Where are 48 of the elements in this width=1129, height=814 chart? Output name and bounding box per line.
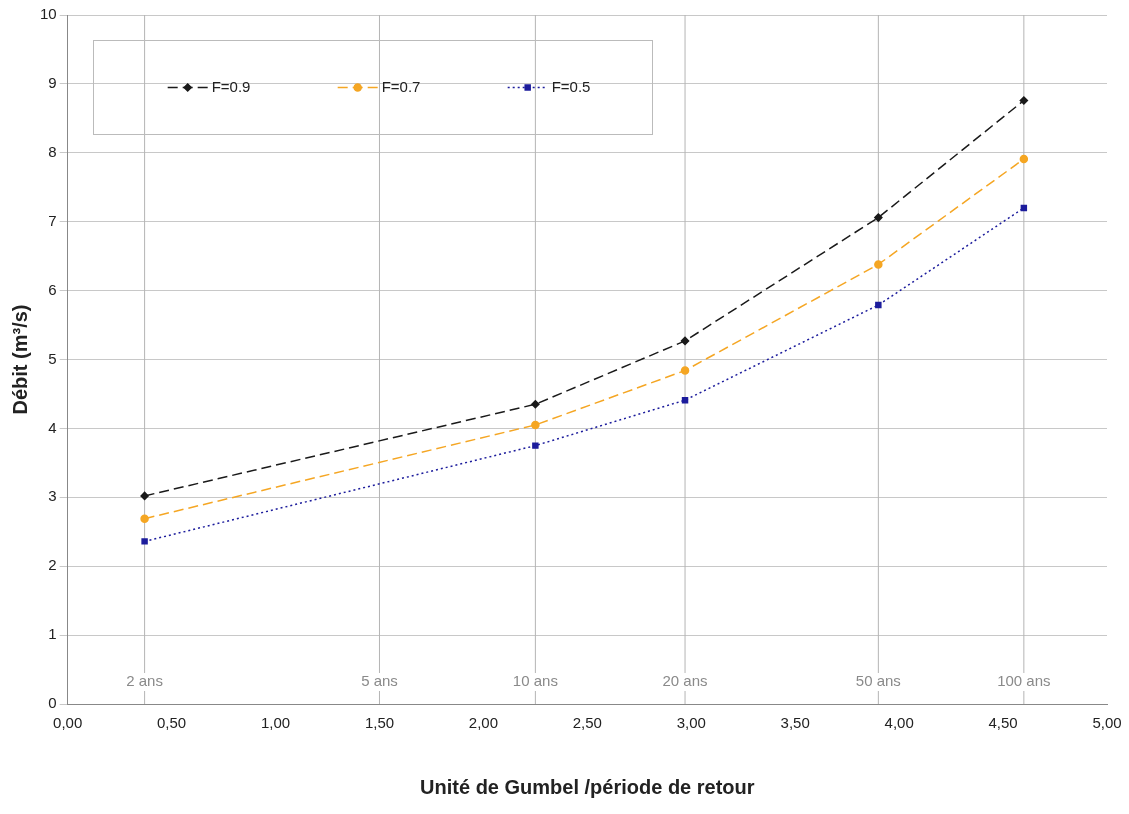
x-tick-label: 1,00 [260,714,291,732]
legend-label: F=0.9 [211,77,251,95]
point [1019,96,1029,105]
point [1019,154,1029,164]
ref-line-label: 10 ans [512,672,558,690]
x-tick-label: 3,50 [780,714,810,732]
x-tick-label: 4,50 [988,714,1018,732]
y-tick-label: 5 [48,349,57,367]
point [532,442,539,449]
y-tick-label: 10 [40,5,57,23]
legend-label: F=0.7 [381,77,421,95]
y-tick-label: 7 [48,211,57,229]
y-tick-label: 2 [48,556,57,574]
ref-line-label: 100 ans [997,672,1051,690]
y-tick-label: 1 [48,625,57,643]
point [531,400,540,409]
point [680,366,690,375]
x-tick-label: 2,50 [572,714,602,732]
x-tick-label: 2,00 [468,714,499,732]
x-tick-label: 4,00 [884,714,914,732]
point [141,538,148,545]
y-tick-label: 4 [48,418,57,436]
y-tick-label: 6 [48,280,57,298]
ref-line-label: 2 ans [126,672,163,690]
x-tick-label: 1,50 [364,714,395,732]
point [875,301,882,309]
y-axis-title: Débit (m³/s) [8,304,31,415]
legend-label: F=0.5 [551,77,591,95]
point [531,420,540,430]
y-tick-label: 8 [48,142,57,160]
y-tick-label: 9 [48,74,57,92]
point [874,213,883,222]
ref-line-label: 50 ans [855,672,901,690]
ref-line-label: 20 ans [662,672,708,690]
x-tick-label: 0,50 [157,714,187,732]
x-axis-title: Unité de Gumbel /période de retour [420,775,755,798]
point [874,260,883,269]
point [681,396,689,404]
point [680,336,690,346]
x-tick-label: 3,00 [676,714,706,732]
x-tick-label: 5,00 [1092,714,1122,732]
point [140,491,149,501]
x-tick-label: 0,00 [53,714,83,732]
point [1020,204,1028,212]
point [140,514,149,523]
ref-line-label: 5 ans [361,672,398,690]
y-tick-label: 0 [48,694,57,712]
y-tick-label: 3 [48,487,57,505]
